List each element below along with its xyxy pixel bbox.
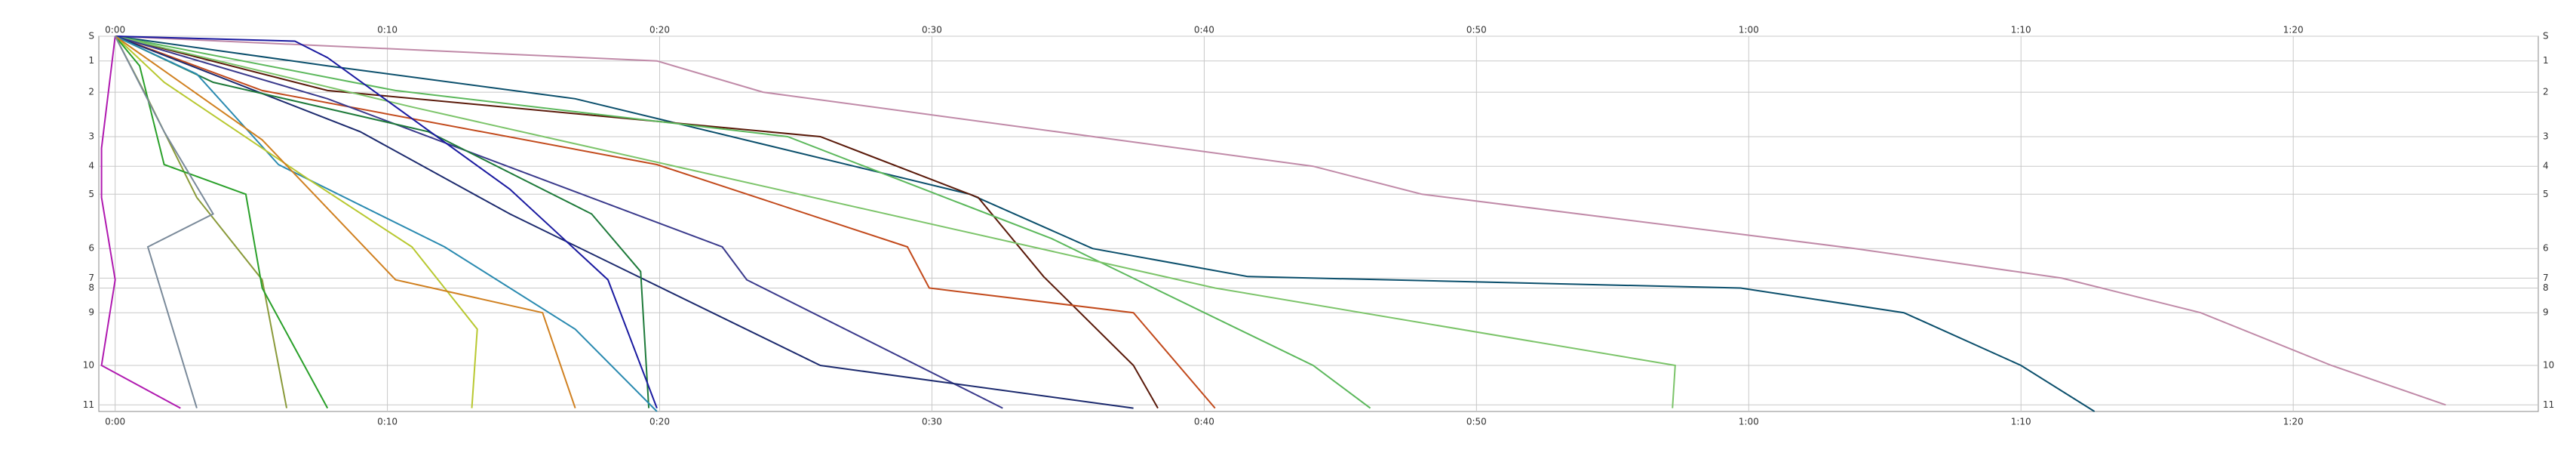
y-tick-label: 10 xyxy=(2543,359,2554,370)
y-tick-label: S xyxy=(2543,31,2549,42)
y-tick-label: 6 xyxy=(88,243,94,254)
train-line xyxy=(114,35,215,408)
y-tick-label: 10 xyxy=(83,359,94,370)
train-line xyxy=(114,35,329,409)
train-line xyxy=(115,35,1676,408)
y-tick-label: 9 xyxy=(88,307,94,318)
train-line xyxy=(115,35,478,408)
train-line xyxy=(115,35,1371,409)
x-tick-label: 0:50 xyxy=(1466,25,1487,35)
x-tick-label: 0:00 xyxy=(105,417,125,427)
y-tick-label: 5 xyxy=(88,189,94,199)
y-tick-label: 6 xyxy=(2543,243,2549,254)
train-line xyxy=(115,35,1216,409)
y-tick-label: 3 xyxy=(88,131,94,141)
y-tick-label: 8 xyxy=(88,282,94,293)
x-tick-label: 0:10 xyxy=(377,417,398,427)
y-tick-label: 4 xyxy=(88,161,94,171)
y-tick-label: 8 xyxy=(2543,282,2549,293)
x-tick-label: 1:00 xyxy=(1739,25,1759,35)
y-tick-label: 7 xyxy=(2543,273,2549,283)
y-tick-label: 9 xyxy=(2543,307,2549,318)
x-tick-label: 0:20 xyxy=(649,25,670,35)
train-line xyxy=(115,35,2095,412)
y-tick-label: 7 xyxy=(88,273,94,283)
train-line xyxy=(115,35,658,412)
x-tick-label: 0:10 xyxy=(377,25,398,35)
x-tick-label: 1:00 xyxy=(1739,417,1759,427)
x-tick-label: 1:10 xyxy=(2011,25,2031,35)
y-tick-label: 1 xyxy=(2543,55,2549,66)
x-tick-label: 1:20 xyxy=(2283,417,2304,427)
x-tick-label: 0:50 xyxy=(1466,417,1487,427)
x-tick-label: 0:40 xyxy=(1194,417,1214,427)
train-line xyxy=(115,35,1134,409)
y-tick-label: 11 xyxy=(83,399,94,410)
train-line xyxy=(115,35,1159,409)
train-line xyxy=(115,35,658,408)
x-tick-label: 0:00 xyxy=(105,25,125,35)
y-tick-label: S xyxy=(88,31,94,42)
x-tick-label: 0:20 xyxy=(649,417,670,427)
y-tick-label: 2 xyxy=(2543,87,2549,97)
y-tick-label: 3 xyxy=(2543,131,2549,141)
x-tick-label: 0:30 xyxy=(922,417,942,427)
y-tick-label: 2 xyxy=(88,87,94,97)
train-line xyxy=(100,35,181,409)
y-tick-label: 4 xyxy=(2543,161,2549,171)
train-line xyxy=(115,35,576,408)
y-tick-label: 1 xyxy=(88,55,94,66)
x-tick-label: 1:10 xyxy=(2011,417,2031,427)
train-line xyxy=(115,35,2446,406)
x-tick-label: 0:40 xyxy=(1194,25,1214,35)
x-tick-label: 0:30 xyxy=(922,25,942,35)
y-tick-label: 5 xyxy=(2543,189,2549,199)
train-line xyxy=(115,35,1003,409)
y-tick-label: 11 xyxy=(2543,399,2554,410)
x-tick-label: 1:20 xyxy=(2283,25,2304,35)
